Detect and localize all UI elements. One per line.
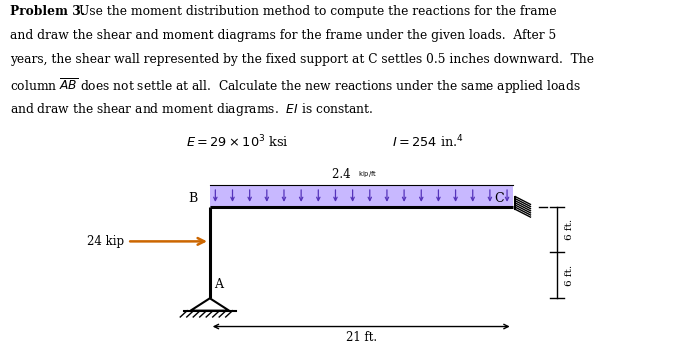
- Text: column $\overline{AB}$ does not settle at all.  Calculate the new reactions unde: column $\overline{AB}$ does not settle a…: [10, 77, 581, 96]
- Text: and draw the shear and moment diagrams.  $EI$ is constant.: and draw the shear and moment diagrams. …: [10, 101, 374, 118]
- Text: 24 kip: 24 kip: [87, 235, 124, 248]
- Bar: [210, 185, 513, 207]
- Text: A: A: [214, 278, 223, 291]
- Text: C: C: [495, 192, 504, 205]
- Text: Problem 3.: Problem 3.: [10, 5, 85, 18]
- Text: years, the shear wall represented by the fixed support at C settles 0.5 inches d: years, the shear wall represented by the…: [10, 53, 594, 66]
- Polygon shape: [191, 298, 229, 311]
- Text: 21 ft.: 21 ft.: [345, 331, 377, 344]
- Text: and draw the shear and moment diagrams for the frame under the given loads.  Aft: and draw the shear and moment diagrams f…: [10, 29, 557, 42]
- Text: $E = 29 \times 10^3$ ksi: $E = 29 \times 10^3$ ksi: [186, 134, 288, 151]
- Text: Use the moment distribution method to compute the reactions for the frame: Use the moment distribution method to co…: [79, 5, 557, 18]
- Text: $I = 254$ in.$^4$: $I = 254$ in.$^4$: [392, 134, 464, 151]
- Text: 6 ft.: 6 ft.: [565, 219, 574, 240]
- Text: 6 ft.: 6 ft.: [565, 265, 574, 286]
- Text: $^{\mathrm{kip/ft}}$: $^{\mathrm{kip/ft}}$: [358, 172, 377, 181]
- Text: B: B: [189, 192, 197, 205]
- Text: 2.4: 2.4: [332, 168, 354, 181]
